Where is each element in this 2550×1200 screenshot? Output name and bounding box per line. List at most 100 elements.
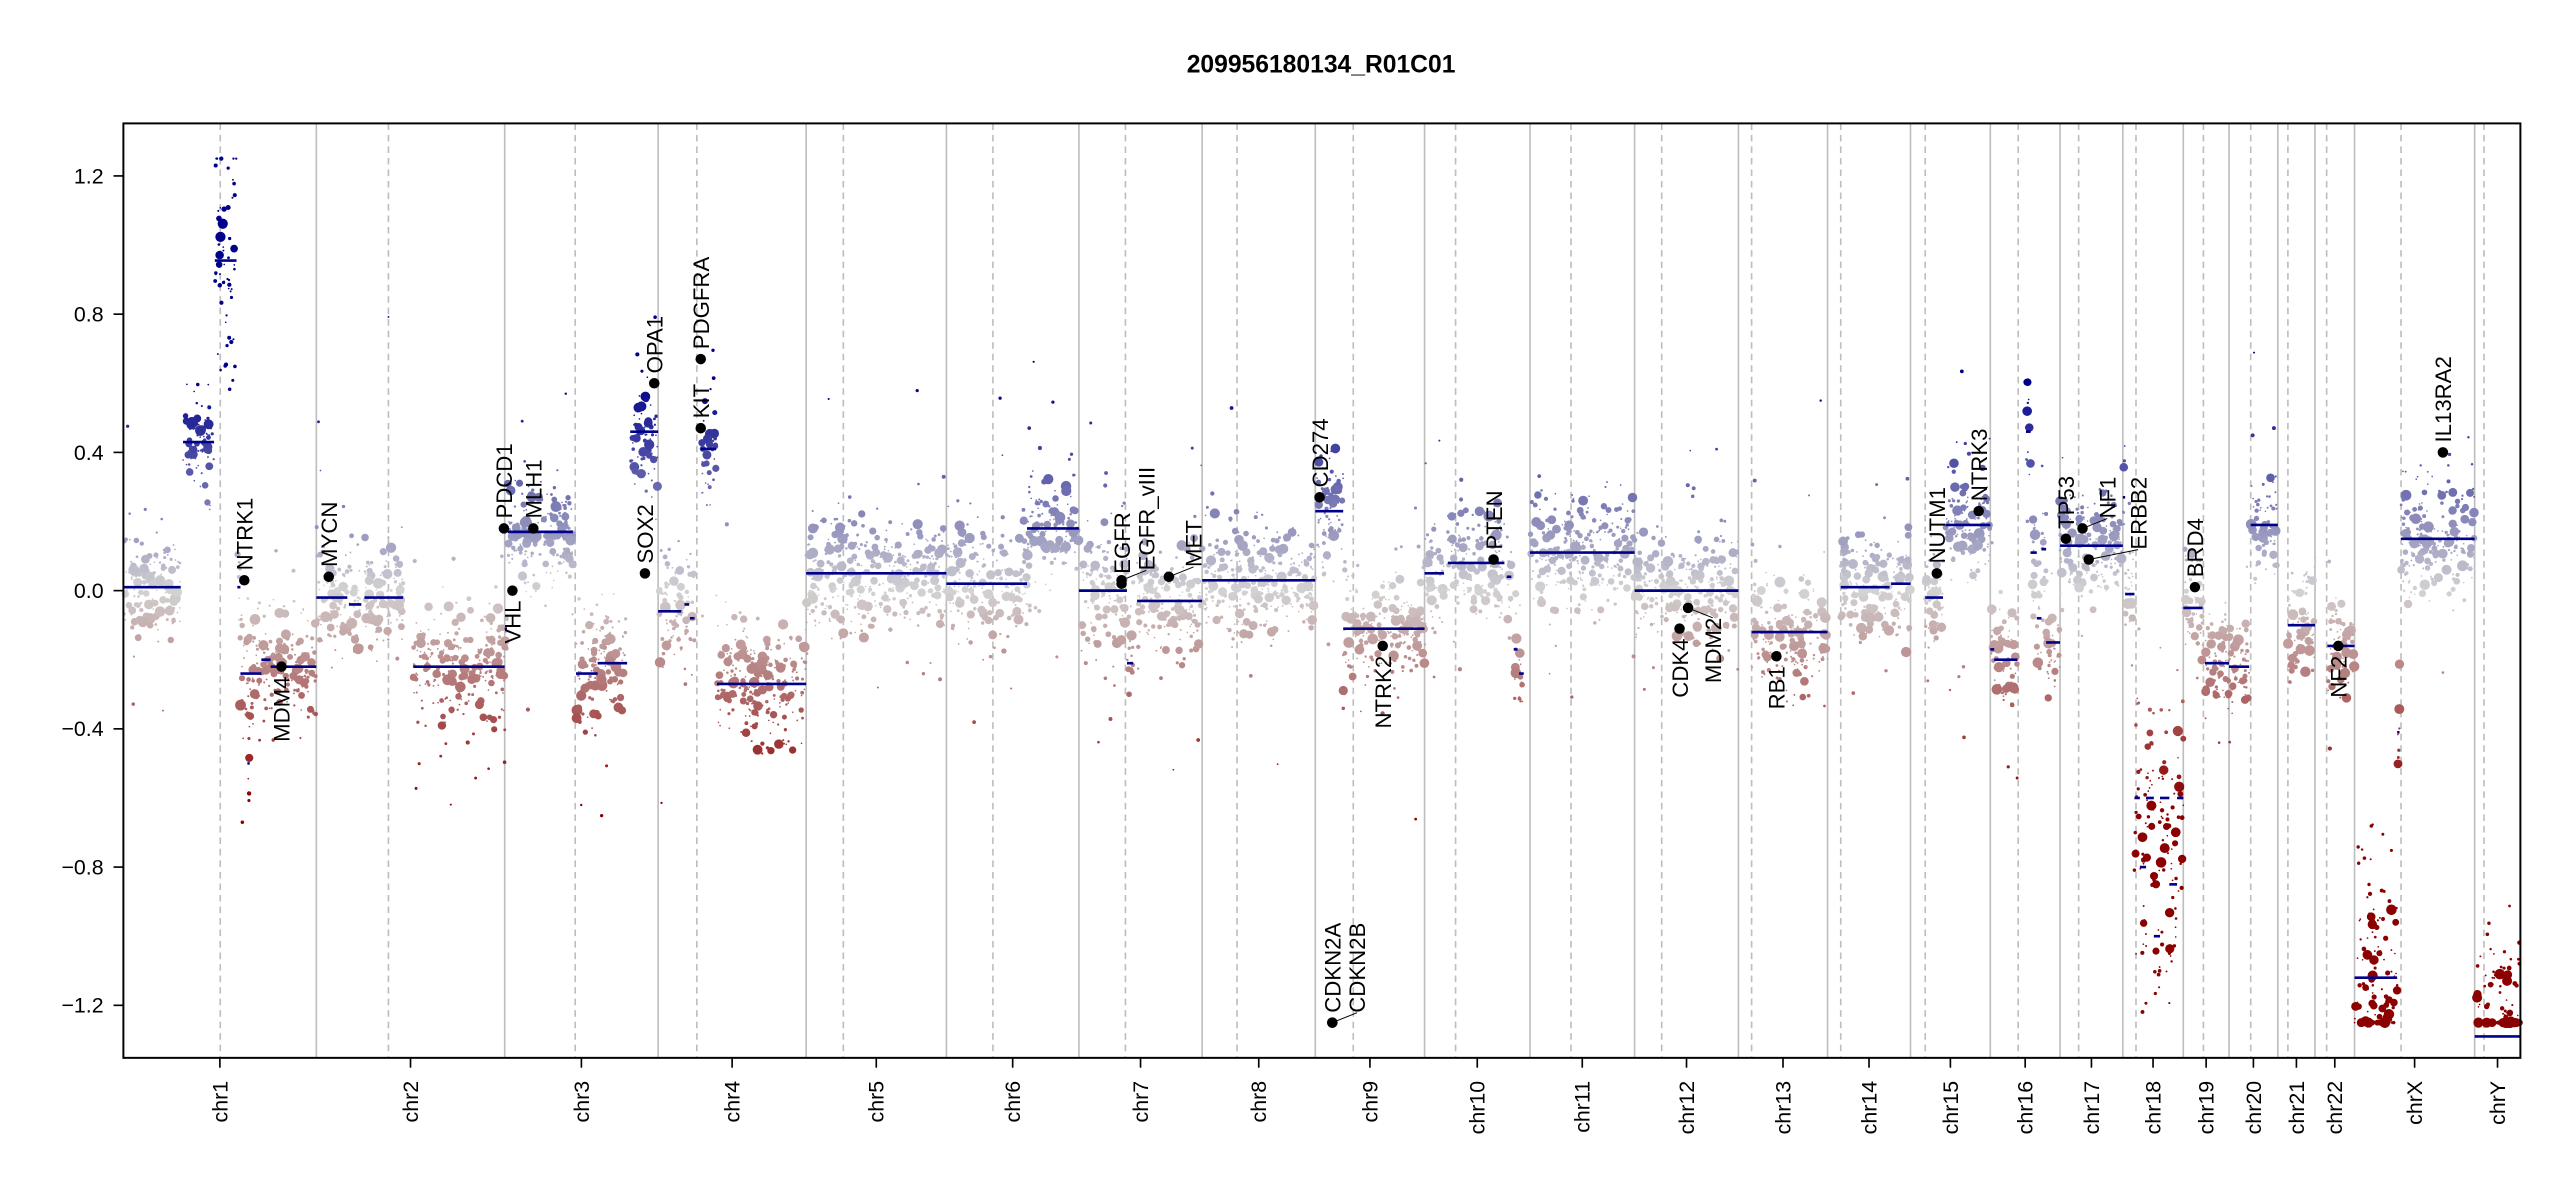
- bin-point: [989, 602, 992, 605]
- bin-point: [689, 552, 692, 556]
- bin-point: [653, 467, 656, 470]
- bin-point: [791, 670, 794, 673]
- bin-point: [523, 459, 526, 463]
- bin-point: [1670, 602, 1680, 612]
- bin-point: [1272, 638, 1275, 641]
- bin-point: [1462, 507, 1469, 514]
- bin-point: [429, 655, 432, 658]
- bin-point: [1394, 547, 1398, 551]
- bin-point: [705, 504, 708, 507]
- bin-point: [1643, 594, 1645, 597]
- bin-point: [1636, 531, 1639, 534]
- bin-point: [839, 620, 842, 624]
- bin-point: [1709, 582, 1716, 589]
- bin-point: [1095, 546, 1097, 548]
- bin-point: [486, 720, 488, 722]
- bin-point: [310, 636, 315, 641]
- bin-point: [471, 732, 475, 736]
- bin-point: [1089, 421, 1093, 425]
- bin-point: [1752, 478, 1757, 483]
- bin-point: [1616, 525, 1620, 529]
- bin-point: [1598, 529, 1601, 532]
- bin-point: [255, 647, 259, 651]
- bin-point: [1317, 521, 1320, 524]
- bin-point: [905, 660, 910, 665]
- bin-point: [1451, 564, 1456, 570]
- bin-point: [1651, 666, 1655, 670]
- bin-point: [1340, 548, 1343, 550]
- bin-point: [361, 533, 369, 542]
- bin-point: [1697, 530, 1701, 534]
- bin-point: [683, 682, 688, 686]
- bin-point: [769, 732, 772, 735]
- bin-point: [1459, 571, 1464, 575]
- bin-point: [941, 590, 945, 593]
- bin-point: [1579, 576, 1582, 579]
- bin-point: [577, 597, 581, 601]
- bin-point: [941, 574, 945, 579]
- bin-point: [1378, 630, 1388, 640]
- bin-point: [655, 587, 663, 595]
- bin-point: [1174, 605, 1185, 616]
- bin-point: [197, 449, 200, 452]
- bin-point: [590, 650, 598, 657]
- bin-point: [754, 722, 759, 726]
- bin-point: [187, 463, 191, 466]
- bin-point: [1175, 646, 1183, 655]
- bin-point: [795, 671, 798, 674]
- bin-point: [1265, 620, 1268, 623]
- bin-point: [1285, 615, 1288, 618]
- bin-point: [1367, 624, 1373, 629]
- bin-point: [1098, 573, 1104, 579]
- bin-point: [433, 618, 436, 621]
- bin-point: [1886, 557, 1889, 561]
- bin-point: [1512, 590, 1520, 598]
- bin-point: [217, 209, 220, 212]
- bin-point: [1904, 556, 1909, 562]
- bin-point: [1212, 573, 1217, 579]
- bin-point: [1500, 612, 1503, 615]
- bin-point: [382, 569, 393, 580]
- bin-point: [480, 618, 484, 623]
- bin-point: [479, 671, 482, 675]
- bin-point: [549, 513, 559, 523]
- bin-point: [178, 607, 181, 609]
- bin-point: [715, 671, 724, 680]
- bin-point: [1125, 557, 1128, 560]
- bin-point: [972, 546, 974, 549]
- bin-point: [1466, 526, 1470, 530]
- bin-point: [1702, 608, 1706, 612]
- bin-point: [640, 464, 643, 467]
- bin-point: [149, 563, 152, 566]
- bin-point: [1580, 555, 1590, 565]
- bin-point: [297, 687, 300, 690]
- bin-point: [1934, 610, 1937, 613]
- bin-point: [416, 720, 420, 724]
- bin-point: [1762, 638, 1765, 641]
- bin-point: [597, 658, 600, 661]
- bin-point: [262, 719, 266, 723]
- bin-point: [1906, 578, 1908, 581]
- bin-point: [229, 339, 234, 345]
- bin-point: [1555, 584, 1557, 586]
- bin-point: [1651, 535, 1656, 541]
- bin-point: [892, 597, 896, 601]
- bin-point: [600, 625, 605, 630]
- bin-point: [1582, 584, 1584, 587]
- bin-point: [1264, 569, 1267, 572]
- bin-point: [785, 743, 788, 746]
- bin-point: [1514, 637, 1518, 640]
- bin-point: [1186, 631, 1189, 634]
- bin-point: [1480, 592, 1484, 595]
- bin-point: [731, 613, 738, 621]
- bin-point: [1969, 553, 1972, 556]
- bin-point: [1091, 628, 1097, 633]
- bin-point: [1120, 504, 1124, 508]
- bin-point: [1157, 624, 1162, 630]
- bin-point: [1253, 604, 1257, 609]
- bin-point: [910, 581, 913, 584]
- bin-point: [1267, 590, 1270, 593]
- bin-point: [163, 555, 167, 560]
- bin-point: [1681, 614, 1686, 619]
- bin-point: [1259, 623, 1263, 627]
